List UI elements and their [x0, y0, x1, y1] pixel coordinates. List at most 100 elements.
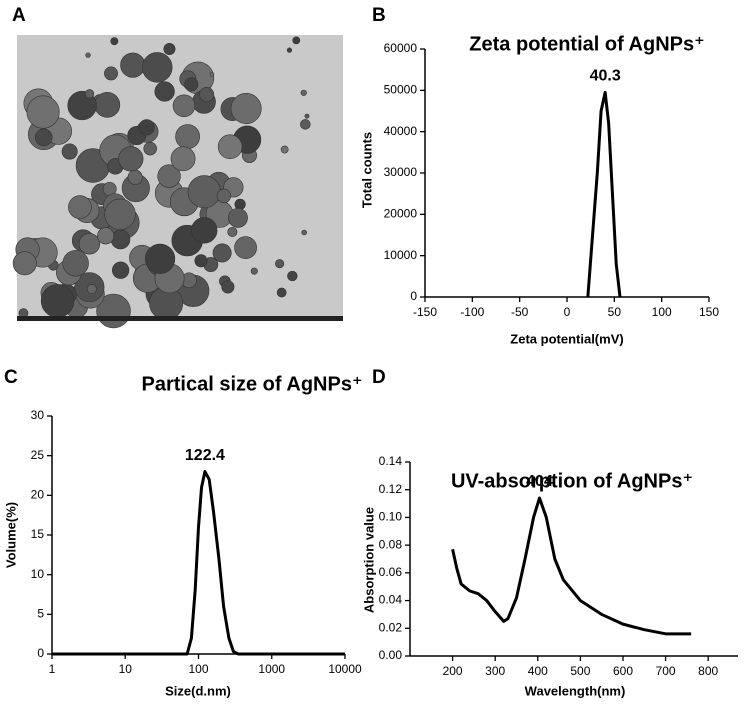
- particle: [209, 72, 215, 77]
- peak-annotation: 404: [526, 473, 553, 490]
- panel-label: C: [4, 367, 18, 388]
- particle: [175, 124, 201, 150]
- particle: [157, 164, 181, 188]
- x-tick-label: 50: [608, 305, 622, 319]
- particle: [138, 119, 155, 136]
- y-tick-label: 60000: [384, 41, 418, 55]
- x-axis-label: Wavelength(nm): [525, 683, 626, 698]
- y-tick-label: 0.14: [379, 454, 403, 468]
- particle: [145, 243, 176, 274]
- particle: [301, 229, 307, 236]
- x-tick-label: -50: [511, 305, 529, 319]
- x-tick-label: 100: [188, 662, 208, 676]
- particle: [194, 254, 208, 268]
- particle: [34, 128, 53, 147]
- y-tick-label: 0: [410, 289, 417, 303]
- x-tick-label: 100: [652, 305, 672, 319]
- particle: [234, 198, 246, 210]
- y-tick-label: 0.02: [379, 620, 403, 634]
- y-tick-label: 10: [31, 567, 45, 581]
- y-tick-label: 0: [37, 646, 44, 660]
- y-tick-label: 0.06: [379, 565, 403, 579]
- particle: [97, 227, 115, 245]
- y-tick-label: 0.12: [379, 482, 403, 496]
- y-axis-label: Absorption value: [361, 507, 376, 613]
- particle: [275, 259, 285, 269]
- x-tick-label: 300: [485, 664, 505, 678]
- tem-image: [12, 35, 343, 329]
- particle: [221, 280, 235, 294]
- y-axis-label: Total counts: [359, 132, 374, 208]
- x-tick-label: 150: [699, 305, 719, 319]
- y-tick-label: 5: [37, 607, 44, 621]
- particle: [12, 251, 37, 276]
- y-tick-label: 30000: [384, 165, 418, 179]
- particle: [143, 141, 157, 156]
- particle: [94, 91, 121, 118]
- panel-label: A: [12, 5, 26, 26]
- particle: [212, 243, 232, 263]
- y-tick-label: 30: [31, 408, 45, 422]
- x-tick-label: 700: [656, 664, 676, 678]
- particle: [110, 229, 131, 250]
- x-tick-label: -100: [460, 305, 484, 319]
- particle: [292, 36, 301, 45]
- particle: [276, 287, 287, 298]
- particle: [199, 87, 215, 102]
- chart-title: UV-absorption of AgNPs⁺: [451, 470, 693, 492]
- y-tick-label: 15: [31, 527, 45, 541]
- x-tick-label: 1000: [258, 662, 285, 676]
- particle: [78, 233, 101, 255]
- particle: [68, 195, 92, 219]
- x-tick-label: 200: [443, 664, 463, 678]
- particle: [61, 143, 78, 160]
- y-tick-label: 50000: [384, 83, 418, 97]
- particle: [234, 236, 257, 260]
- particle: [227, 226, 238, 237]
- particle: [142, 52, 173, 83]
- line: [451, 496, 692, 636]
- particle: [111, 261, 130, 279]
- particle: [300, 89, 307, 96]
- particle: [230, 93, 262, 124]
- y-tick-label: 0.08: [379, 537, 403, 551]
- x-tick-label: 10: [119, 662, 133, 676]
- y-tick-label: 25: [31, 448, 45, 462]
- x-axis-label: Size(d.nm): [165, 683, 231, 698]
- particle: [127, 169, 143, 185]
- particle: [287, 270, 298, 282]
- peak-annotation: 122.4: [185, 447, 225, 464]
- particle: [170, 146, 196, 172]
- particle: [280, 145, 289, 154]
- particle: [62, 250, 89, 277]
- particle: [250, 267, 258, 275]
- particle: [217, 134, 243, 159]
- x-tick-label: 0: [564, 305, 571, 319]
- particle: [172, 94, 196, 118]
- x-tick-label: 10000: [328, 662, 362, 676]
- particle: [118, 146, 144, 172]
- panel-label: D: [372, 367, 386, 388]
- peak-annotation: 40.3: [590, 68, 621, 85]
- x-tick-label: 1: [49, 662, 56, 676]
- particle: [228, 207, 248, 228]
- particle: [104, 66, 118, 81]
- y-axis-label: Volume(%): [3, 502, 18, 568]
- y-tick-label: 40000: [384, 124, 418, 138]
- line: [586, 90, 622, 298]
- particle: [286, 47, 293, 53]
- y-tick-label: 20000: [384, 207, 418, 221]
- chart-title: Partical size of AgNPs⁺: [142, 373, 363, 395]
- particle: [86, 284, 97, 295]
- particle: [154, 81, 175, 102]
- x-tick-label: 600: [613, 664, 633, 678]
- particle: [163, 43, 176, 55]
- particle: [120, 52, 146, 78]
- x-tick-label: 500: [570, 664, 590, 678]
- chart-title: Zeta potential of AgNPs⁺: [469, 33, 704, 55]
- particle: [184, 77, 199, 92]
- y-tick-label: 0.10: [379, 510, 403, 524]
- particle: [40, 284, 75, 318]
- x-tick-label: 800: [698, 664, 718, 678]
